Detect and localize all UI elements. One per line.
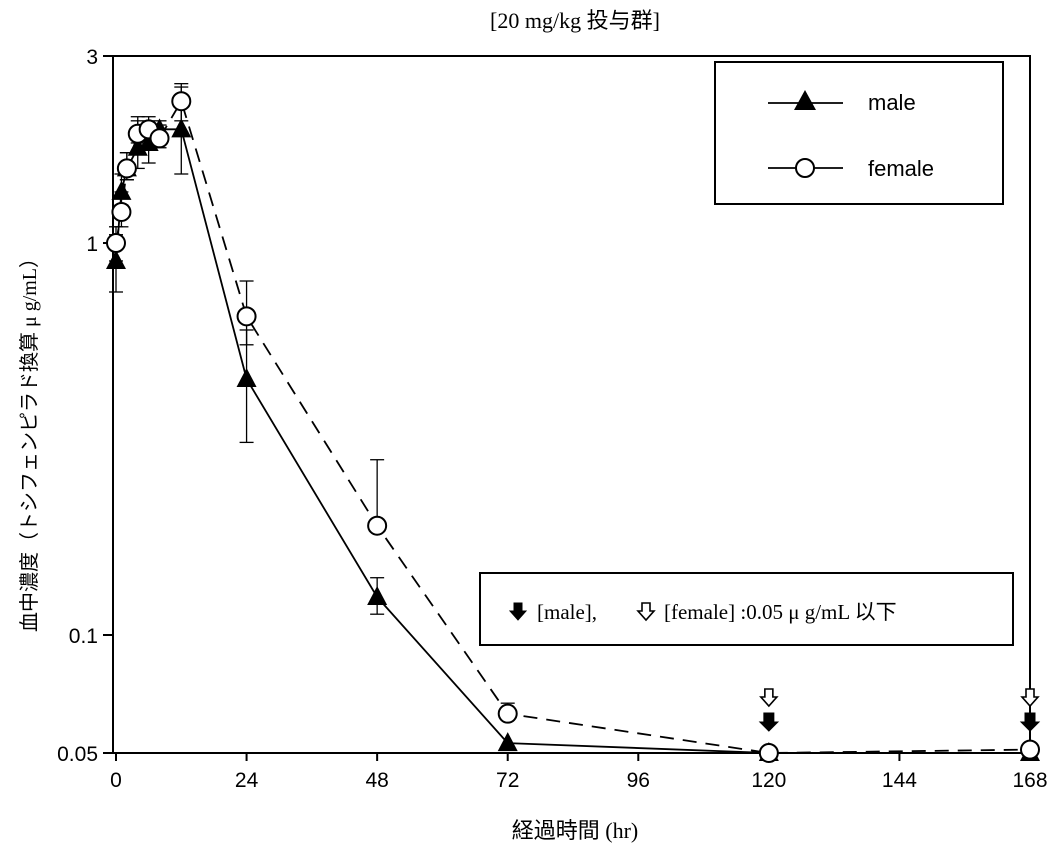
annotation-box <box>479 572 1014 646</box>
below-limit-arrow-icon-female <box>759 688 779 708</box>
data-point-male <box>171 118 192 138</box>
legend: male female <box>714 61 1004 205</box>
annotation: [male], [female] :0.05 μ g/mL 以下 <box>479 572 1014 646</box>
x-tick-label: 72 <box>496 769 519 792</box>
legend-box <box>714 61 1004 205</box>
data-point-female <box>111 201 132 222</box>
x-tick-label: 0 <box>110 769 122 792</box>
annotation-male-arrow-icon <box>508 602 528 621</box>
annotation-female-arrow-icon <box>636 602 656 622</box>
data-point-female <box>367 515 388 536</box>
x-tick-label: 168 <box>1012 769 1047 792</box>
annotation-male-text: [male], <box>537 600 597 624</box>
x-axis: 0 24 48 72 96 120 144 168 <box>110 753 1048 792</box>
legend-female-marker <box>795 158 815 178</box>
x-tick-label: 96 <box>627 769 650 792</box>
data-point-female <box>149 128 170 149</box>
data-point-female <box>236 306 257 327</box>
series-line-female <box>115 98 1031 754</box>
data-point-male <box>236 367 257 387</box>
x-tick-label: 120 <box>751 769 786 792</box>
y-tick-label: 0.05 <box>57 743 98 766</box>
data-point-male <box>111 180 132 200</box>
data-point-male <box>367 586 388 606</box>
below-limit-arrow-icon-male <box>758 712 780 732</box>
below-limit-layer <box>758 688 1041 732</box>
series-layer <box>106 83 1040 763</box>
data-point-female <box>116 158 137 179</box>
x-tick-label: 48 <box>365 769 388 792</box>
y-tick-label: 3 <box>86 46 98 69</box>
legend-male-label: male <box>868 90 916 115</box>
y-tick-label: 1 <box>86 233 98 256</box>
data-point-female <box>1020 739 1040 760</box>
data-point-female <box>758 743 779 763</box>
below-limit-arrow-icon-male <box>1019 712 1041 732</box>
chart-title: [20 mg/kg 投与群] <box>490 8 660 33</box>
y-tick-label: 0.1 <box>69 625 98 648</box>
data-point-female <box>106 233 126 254</box>
series-line-male <box>115 128 1030 754</box>
data-point-female <box>497 703 518 724</box>
legend-female-label: female <box>868 156 934 181</box>
annotation-female-text: [female] :0.05 μ g/mL 以下 <box>664 600 897 624</box>
data-point-female <box>171 91 192 112</box>
plot-area <box>112 55 1031 754</box>
below-limit-arrow-icon-female <box>1020 688 1040 708</box>
y-axis-label: 血中濃度（トシフェンピラド換算 μ g/mL） <box>18 248 41 632</box>
x-tick-label: 24 <box>235 769 259 792</box>
legend-male-marker <box>794 90 816 110</box>
x-tick-label: 144 <box>882 769 917 792</box>
x-axis-label: 経過時間 (hr) <box>512 818 638 843</box>
y-axis: 0.05 0.1 1 3 <box>57 46 113 766</box>
data-point-male <box>497 732 518 752</box>
